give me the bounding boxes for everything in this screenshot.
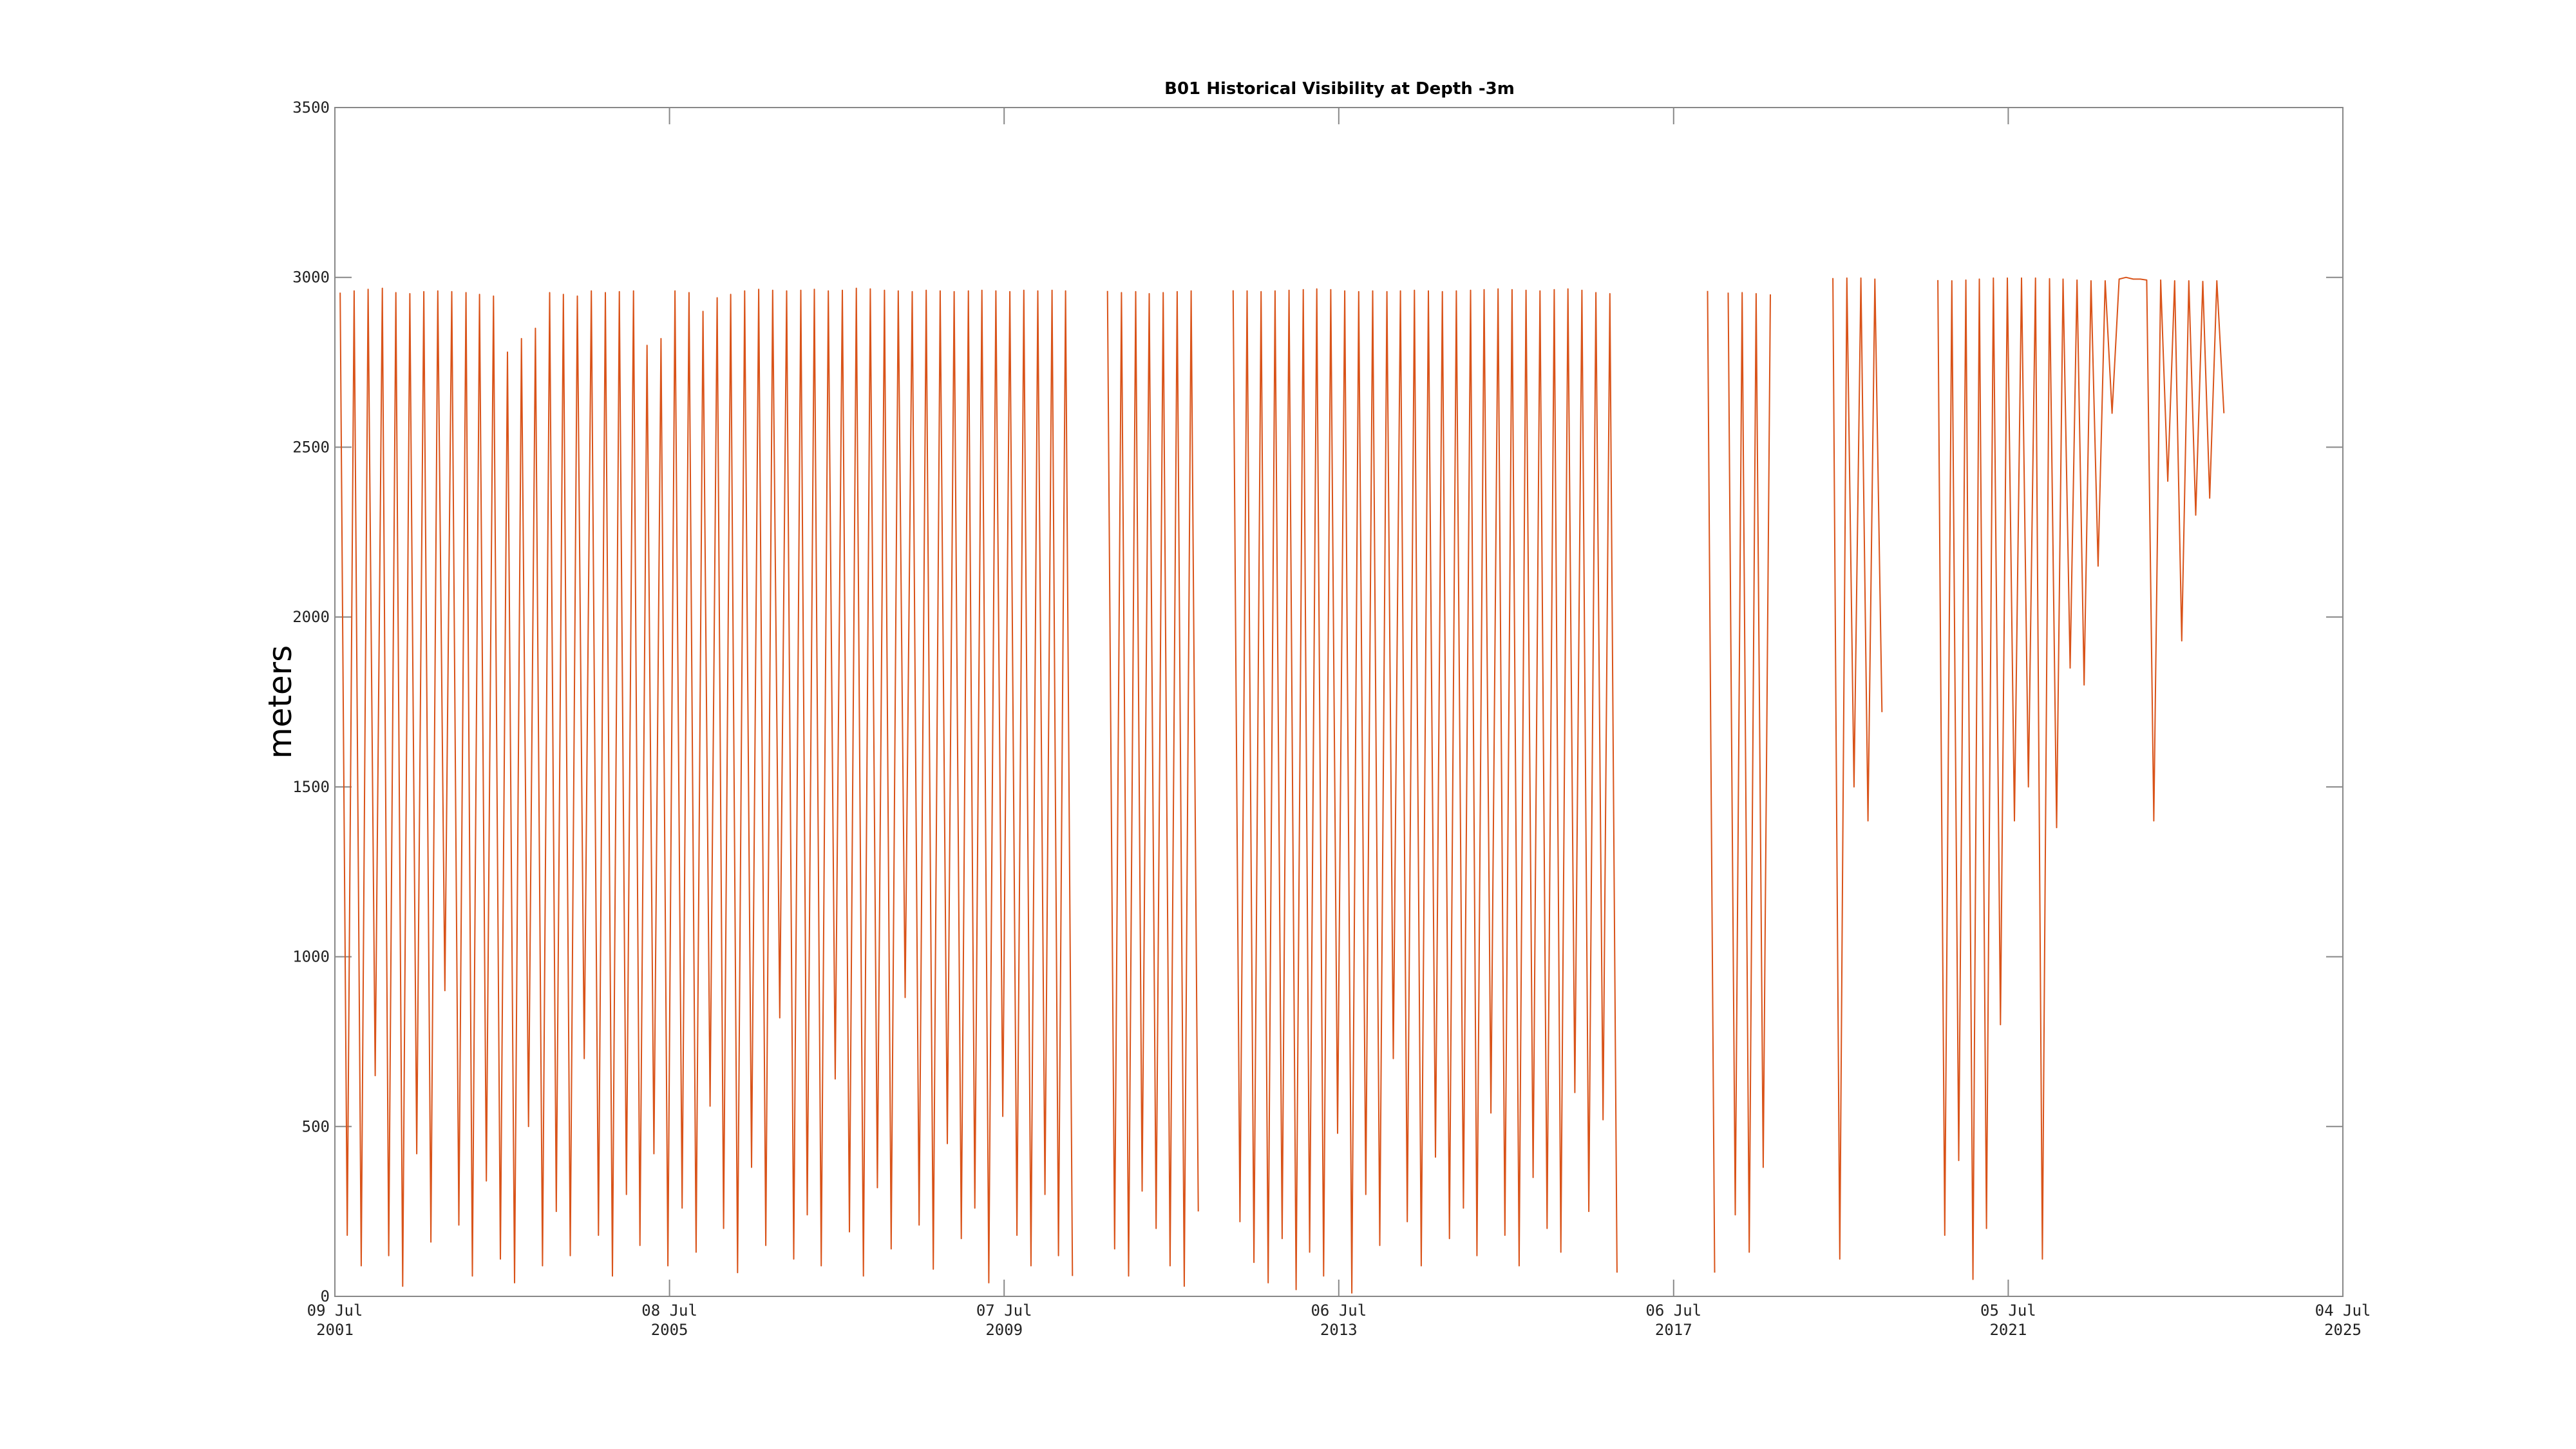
- y-axis-label: meters: [261, 645, 299, 759]
- y-tick-label: 0: [321, 1287, 330, 1305]
- x-tick-label: 06 Jul: [1645, 1302, 1701, 1320]
- y-tick-label: 1500: [292, 778, 330, 796]
- x-tick-label: 05 Jul: [1980, 1302, 2036, 1320]
- x-tick-label: 08 Jul: [641, 1302, 697, 1320]
- x-tick-label: 09 Jul: [307, 1302, 363, 1320]
- x-tick-label: 2017: [1655, 1321, 1692, 1339]
- y-tick-label: 2000: [292, 608, 330, 626]
- y-tick-label: 1000: [292, 948, 330, 966]
- x-tick-label: 06 Jul: [1311, 1302, 1367, 1320]
- x-tick-label: 2025: [2324, 1321, 2362, 1339]
- y-tick-label: 3000: [292, 269, 330, 287]
- y-tick-label: 2500: [292, 438, 330, 456]
- x-tick-label: 04 Jul: [2315, 1302, 2371, 1320]
- y-tick-label: 3500: [292, 99, 330, 117]
- x-tick-label: 2021: [1989, 1321, 2027, 1339]
- y-tick-label: 500: [302, 1117, 330, 1135]
- x-tick-label: 2005: [651, 1321, 688, 1339]
- x-tick-label: 2013: [1320, 1321, 1358, 1339]
- x-tick-label: 2009: [985, 1321, 1023, 1339]
- x-tick-label: 07 Jul: [976, 1302, 1032, 1320]
- x-tick-label: 2001: [316, 1321, 354, 1339]
- chart-title: B01 Historical Visibility at Depth -3m: [1164, 79, 1515, 99]
- data-line: [339, 276, 2225, 1294]
